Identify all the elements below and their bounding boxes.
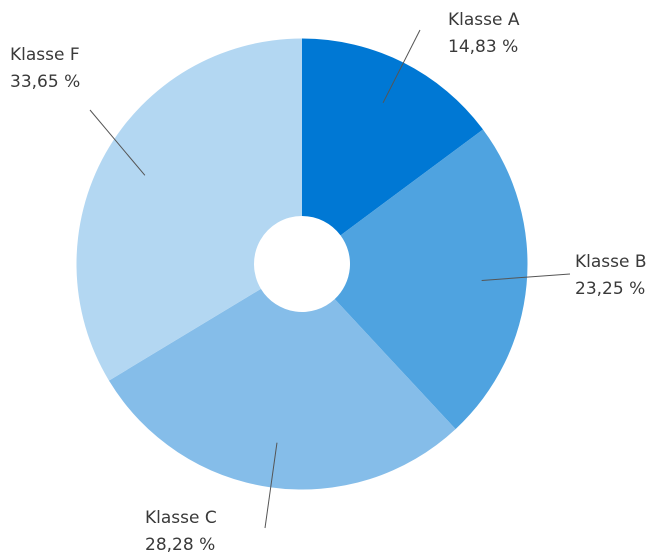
leader-line (382, 29, 421, 104)
slice-label: Klasse A (448, 10, 520, 30)
leader-line (481, 273, 571, 281)
slice-value: 23,25 % (575, 279, 645, 299)
slice (302, 38, 483, 236)
slice (108, 288, 456, 490)
slice (334, 129, 528, 430)
slice (76, 38, 302, 381)
slice-value: 33,65 % (10, 72, 80, 92)
slice-label: Klasse C (145, 508, 217, 528)
slice-value: 28,28 % (145, 535, 215, 553)
leader-line (89, 109, 146, 176)
leader-line (264, 442, 278, 529)
slice-value: 14,83 % (448, 37, 518, 57)
slice-label: Klasse F (10, 45, 80, 65)
slice-label: Klasse B (575, 252, 647, 272)
